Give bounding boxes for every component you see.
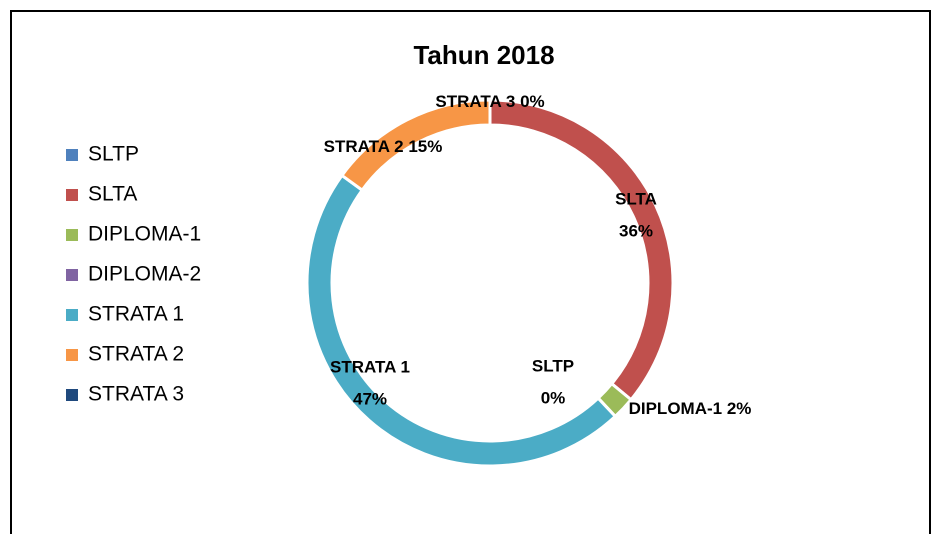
data-label-value: 15% bbox=[408, 137, 442, 156]
data-label-value: 36% bbox=[619, 221, 653, 240]
data-label-value: 0% bbox=[541, 388, 566, 407]
data-label-name: SLTA bbox=[615, 189, 657, 208]
legend-swatch bbox=[66, 229, 78, 241]
legend-swatch bbox=[66, 149, 78, 161]
legend-swatch bbox=[66, 309, 78, 321]
legend-label: SLTP bbox=[88, 143, 139, 166]
donut-segment bbox=[305, 173, 618, 468]
data-label-value: 0% bbox=[520, 92, 545, 111]
data-label-name: STRATA 3 bbox=[435, 92, 515, 111]
legend-swatch bbox=[66, 349, 78, 361]
data-label-value: 2% bbox=[727, 399, 752, 418]
legend-label: DIPLOMA-1 bbox=[88, 223, 201, 246]
data-label: STRATA 2 15% bbox=[324, 137, 443, 156]
legend-label: SLTA bbox=[88, 183, 137, 206]
data-label: STRATA 3 0% bbox=[435, 92, 544, 111]
donut-segment bbox=[488, 98, 675, 402]
legend-label: DIPLOMA-2 bbox=[88, 263, 201, 286]
legend-swatch bbox=[66, 189, 78, 201]
legend-swatch bbox=[66, 389, 78, 401]
legend-label: STRATA 1 bbox=[88, 303, 184, 326]
data-label-name: STRATA 1 bbox=[330, 357, 410, 376]
legend-label: STRATA 3 bbox=[88, 383, 184, 406]
legend-swatch bbox=[66, 269, 78, 281]
data-label-value: 47% bbox=[353, 389, 387, 408]
data-label-name: STRATA 2 bbox=[324, 137, 404, 156]
data-label-name: DIPLOMA-1 bbox=[629, 399, 723, 418]
chart-title: Tahun 2018 bbox=[413, 40, 554, 70]
data-label: DIPLOMA-1 2% bbox=[629, 399, 752, 418]
chart-frame bbox=[10, 10, 931, 534]
legend-label: STRATA 2 bbox=[88, 343, 184, 366]
data-label-name: SLTP bbox=[532, 356, 574, 375]
